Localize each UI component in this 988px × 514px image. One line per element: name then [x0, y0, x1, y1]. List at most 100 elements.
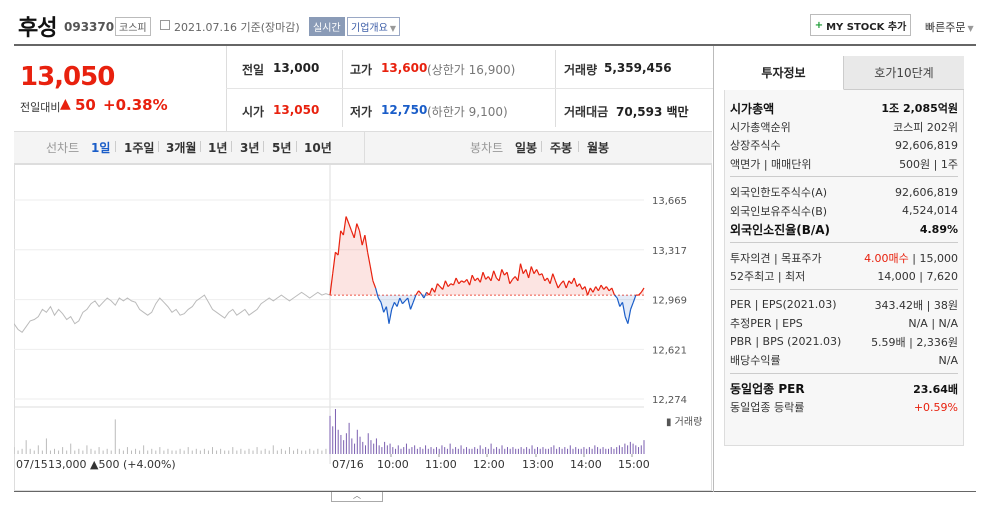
candle-tab-month[interactable]: 월봉 — [587, 141, 610, 155]
info-row-value: 코스피 202위 — [893, 120, 958, 134]
my-stock-add-button[interactable]: + MY STOCK 추가 — [810, 14, 911, 36]
today-price-segment — [385, 306, 390, 324]
period-tab-1d[interactable]: 1일 — [91, 141, 111, 155]
line-chart-label[interactable]: 선차트 — [46, 141, 80, 155]
today-price-segment — [485, 276, 489, 280]
volume-label: 거래량 — [564, 63, 598, 77]
today-price-segment — [536, 269, 540, 276]
collapse-chevron-up-icon[interactable]: ︿ — [331, 492, 383, 502]
today-price-segment — [391, 302, 395, 310]
info-row: 시가총액 1조 2,085억원 — [730, 99, 958, 117]
info-row-value: 92,606,819 — [895, 138, 958, 152]
today-price-segment — [452, 277, 457, 286]
info-row-value: N/A | N/A — [908, 316, 958, 330]
period-tab-10y[interactable]: 10년 — [304, 141, 332, 155]
today-price-segment — [621, 302, 626, 317]
info-row: 시가총액순위 코스피 202위 — [730, 118, 958, 136]
today-price-segment — [522, 269, 527, 275]
today-price-segment — [431, 287, 436, 293]
y-tick-label: 12,621 — [652, 345, 687, 356]
info-row-label: 외국인한도주식수(A) — [730, 186, 828, 199]
today-price-segment — [587, 287, 591, 296]
info-row-label: 배당수익률 — [730, 354, 781, 367]
separator — [200, 141, 201, 152]
info-row: 투자의견 | 목표주가 4.00매수 | 15,000 — [730, 249, 958, 267]
separator — [578, 141, 579, 152]
today-price-segment — [466, 279, 471, 286]
today-price-segment — [447, 283, 452, 288]
info-row-label: 추정PER | EPS — [730, 317, 803, 330]
today-price-segment — [509, 279, 514, 285]
today-price-segment — [603, 286, 607, 290]
today-price-segment — [501, 269, 505, 276]
today-price-segment — [614, 294, 618, 299]
info-row: 상장주식수 92,606,819 — [730, 136, 958, 154]
today-price-segment — [377, 297, 382, 303]
info-row: 액면가 | 매매단위 500원 | 1주 — [730, 155, 958, 173]
today-price-segment — [375, 287, 379, 299]
info-row-label: 52주최고 | 최저 — [730, 270, 806, 283]
today-price-segment — [557, 283, 562, 289]
today-price-segment — [528, 266, 532, 279]
price-chart[interactable]: 13,665 13,317 12,969 12,621 12,274 ▮ 거래량 07/15… — [14, 164, 712, 494]
info-row: 외국인보유주식수(B) 4,524,014 — [730, 202, 958, 220]
period-tab-1y[interactable]: 1년 — [208, 141, 228, 155]
separator — [158, 141, 159, 152]
info-row-value: 14,000 | 7,620 — [877, 269, 958, 283]
company-info-label: 기업개요 — [351, 23, 388, 34]
today-price-segment — [356, 223, 361, 232]
today-price-segment — [463, 278, 468, 283]
period-tab-3m[interactable]: 3개월 — [166, 141, 197, 155]
today-price-segment — [342, 216, 347, 236]
candle-tab-day[interactable]: 일봉 — [515, 141, 538, 155]
period-tab-1w[interactable]: 1주일 — [124, 141, 155, 155]
today-price-segment — [436, 283, 441, 288]
info-row: 외국인소진율(B/A) 4.89% — [730, 220, 958, 238]
today-price-segment — [544, 277, 548, 282]
today-price-segment — [412, 294, 417, 303]
info-row-value: +0.59% — [913, 400, 958, 414]
chevron-down-icon: ▼ — [389, 24, 396, 33]
tab-investment-info[interactable]: 투자정보 — [724, 56, 844, 90]
today-price-segment — [546, 277, 551, 284]
chart-frame — [14, 164, 712, 491]
info-row-label: PBR | BPS (2021.03) — [730, 335, 842, 348]
info-row-value: 1조 2,085억원 — [881, 102, 958, 115]
today-price-segment — [493, 270, 497, 279]
tab-order-book[interactable]: 호가10단계 — [844, 56, 964, 90]
period-tab-3y[interactable]: 3년 — [240, 141, 260, 155]
today-price-segment — [490, 270, 495, 281]
realtime-badge[interactable]: 실시간 — [309, 17, 345, 36]
plus-icon: + — [814, 19, 824, 31]
today-price-segment — [600, 284, 605, 290]
y-tick-label: 13,665 — [652, 196, 687, 207]
quick-order-label: 빠른주문 — [925, 21, 966, 34]
today-price-segment — [589, 287, 594, 293]
today-price-segment — [345, 216, 350, 224]
separator — [231, 141, 232, 152]
today-price-segment — [562, 280, 567, 289]
prev-close-label: 전일 — [242, 63, 265, 77]
today-price-segment — [372, 280, 377, 289]
company-info-dropdown[interactable]: 기업개요 ▼ — [347, 17, 400, 36]
stock-code: 093370 — [64, 20, 115, 34]
today-price-segment — [640, 287, 645, 293]
today-price-segment — [337, 230, 342, 256]
today-price-segment — [348, 223, 353, 232]
x-tick-label: 12:00 — [473, 458, 505, 471]
today-price-segment — [409, 302, 414, 310]
low-value: 12,750 — [381, 103, 428, 117]
period-tab-5y[interactable]: 5년 — [272, 141, 292, 155]
today-price-segment — [597, 284, 602, 292]
prev-day-line — [14, 291, 331, 333]
info-row-value: 343.42배 | 38원 — [874, 298, 958, 312]
quick-order-link[interactable]: 빠른주문 ▼ — [925, 19, 974, 35]
market-badge: 코스피 — [115, 17, 151, 36]
info-row-value: N/A — [938, 353, 958, 367]
my-stock-label: MY STOCK 추가 — [826, 21, 907, 33]
change-value: 50 — [75, 96, 96, 114]
today-price-segment — [592, 286, 597, 293]
candle-tab-week[interactable]: 주봉 — [550, 141, 573, 155]
candle-chart-label[interactable]: 봉차트 — [470, 141, 504, 155]
separator — [263, 141, 264, 152]
